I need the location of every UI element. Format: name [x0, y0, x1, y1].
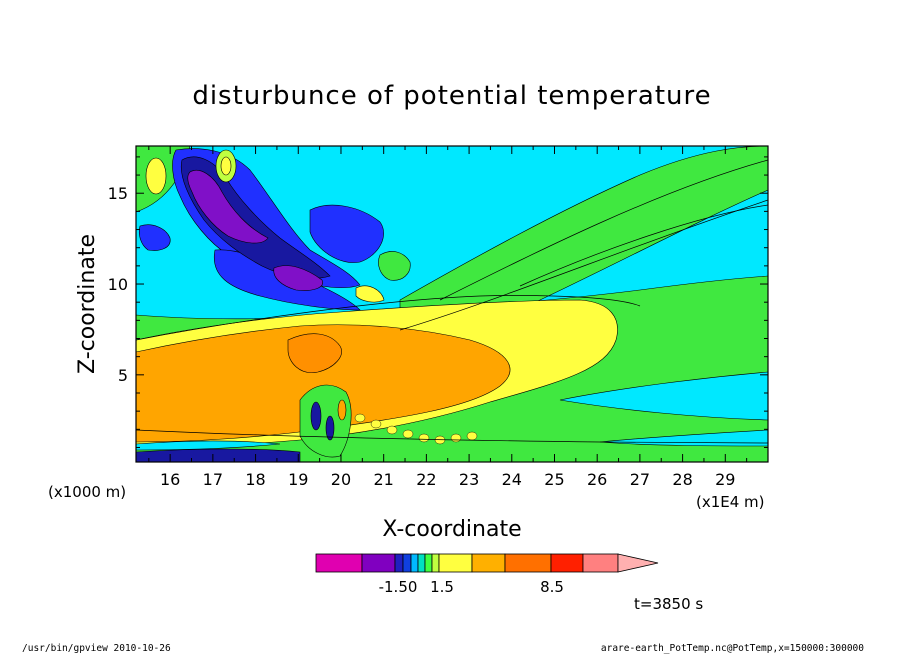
x-tick-label-27: 27	[630, 470, 650, 489]
colorbar-swatch-4	[411, 554, 418, 572]
region-wave-dark2	[326, 416, 334, 440]
colorbar-swatch-2	[395, 554, 403, 572]
colorbar-swatch-6	[425, 554, 432, 572]
colorbar-swatch-5	[418, 554, 425, 572]
colorbar-swatch-1	[362, 554, 395, 572]
x-tick-label-16: 16	[160, 470, 180, 489]
x-tick-label-24: 24	[502, 470, 522, 489]
colorbar-swatch-3	[403, 554, 411, 572]
x-tick-label-20: 20	[331, 470, 351, 489]
colorbar-swatch-7	[432, 554, 439, 572]
x-tick-label-23: 23	[459, 470, 479, 489]
region-yellow-eye2-core	[221, 157, 231, 175]
x-tick-label-26: 26	[587, 470, 607, 489]
region-yellow-eye1	[146, 158, 166, 194]
colorbar-label-2: 8.5	[540, 578, 564, 596]
y-tick-label-15: 15	[108, 184, 128, 203]
colorbar-swatch-9	[472, 554, 505, 572]
x-tick-label-25: 25	[544, 470, 564, 489]
y-tick-label-5: 5	[118, 366, 128, 385]
x-tick-label-21: 21	[373, 470, 393, 489]
x-axis-label: X-coordinate	[382, 517, 521, 542]
colorbar-swatch-12	[583, 554, 618, 572]
x-tick-label-17: 17	[203, 470, 223, 489]
x-unit-label: (x1E4 m)	[696, 493, 765, 511]
colorbar-swatch-8	[439, 554, 472, 572]
colorbar-label-0: -1.50	[379, 578, 418, 596]
time-label: t=3850 s	[634, 595, 703, 613]
x-tick-label-19: 19	[288, 470, 308, 489]
y-unit-label: (x1000 m)	[48, 483, 126, 501]
region-wave-orange	[338, 400, 346, 420]
region-wave-green	[300, 385, 351, 457]
x-tick-label-18: 18	[245, 470, 265, 489]
colorbar	[316, 554, 658, 572]
x-tick-label-29: 29	[715, 470, 735, 489]
colorbar-arrow	[618, 554, 658, 572]
footer-right: arare-earth_PotTemp.nc@PotTemp,x=150000:…	[601, 643, 864, 654]
footer-left: /usr/bin/gpview 2010-10-26	[22, 643, 171, 654]
x-tick-label-22: 22	[416, 470, 436, 489]
region-bottom-strip	[136, 449, 300, 462]
y-axis-label: Z-coordinate	[75, 234, 100, 374]
y-tick-label-10: 10	[108, 275, 128, 294]
colorbar-swatch-10	[505, 554, 551, 572]
x-tick-label-28: 28	[672, 470, 692, 489]
colorbar-swatch-11	[551, 554, 583, 572]
colorbar-label-1: 1.5	[430, 578, 454, 596]
contour-field	[136, 146, 768, 462]
colorbar-swatch-0	[316, 554, 362, 572]
chart-title: disturbunce of potential temperature	[192, 81, 711, 111]
region-wave-dark1	[311, 402, 321, 430]
colorbar-labels: -1.50 1.5 8.5	[379, 578, 564, 596]
